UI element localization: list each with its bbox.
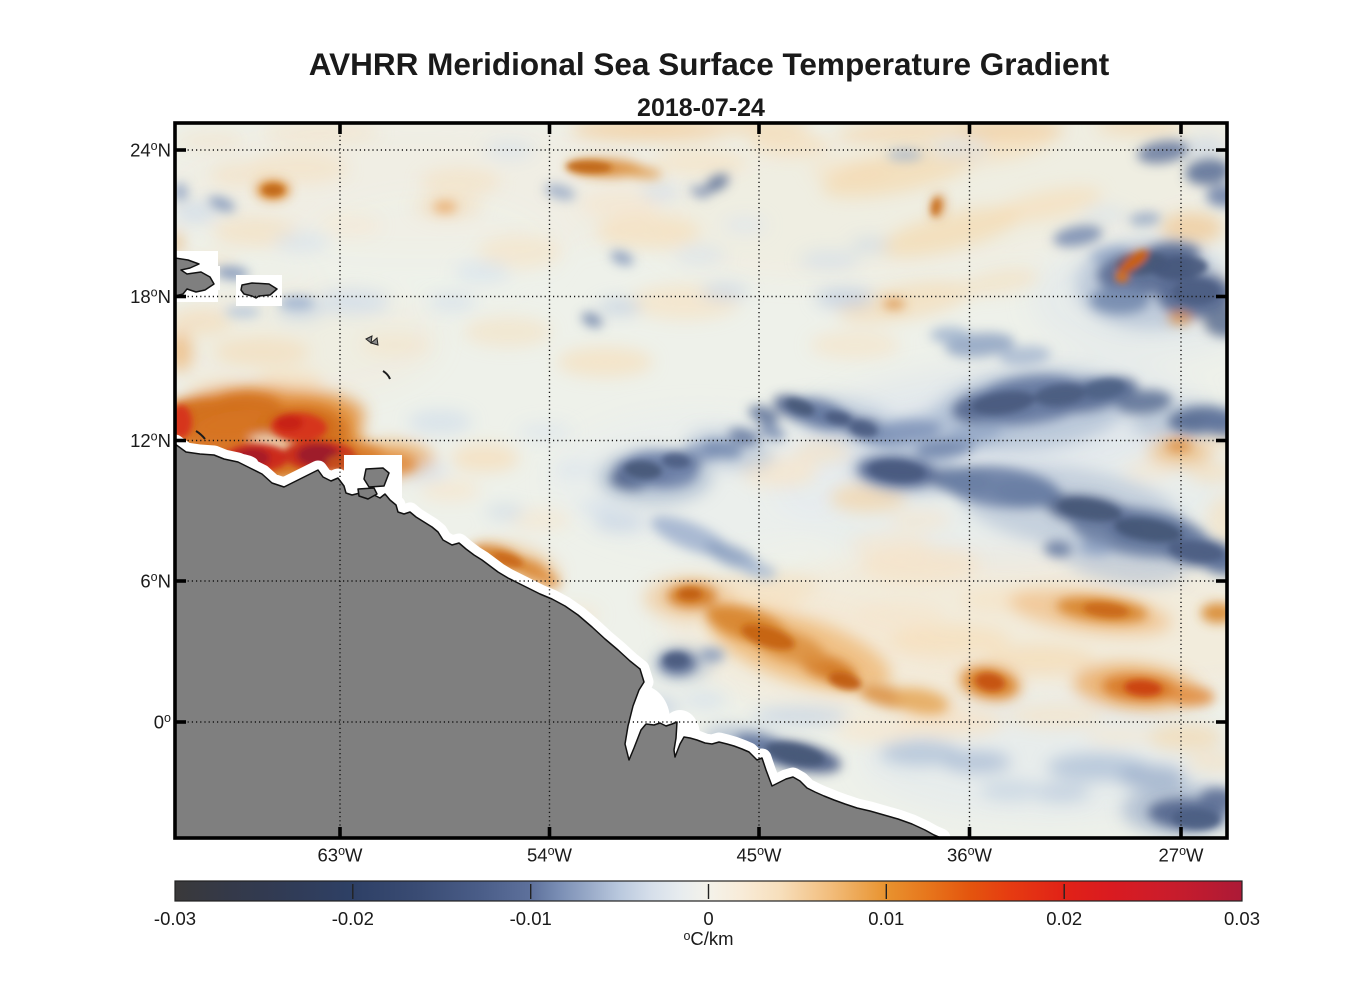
svg-text:54oW: 54oW <box>527 844 573 866</box>
svg-text:oC/km: oC/km <box>683 928 733 949</box>
svg-text:-0.02: -0.02 <box>332 908 374 929</box>
svg-text:-0.03: -0.03 <box>154 908 196 929</box>
svg-text:0: 0 <box>703 908 713 929</box>
svg-text:0o: 0o <box>154 711 171 733</box>
svg-text:63oW: 63oW <box>318 844 364 866</box>
svg-text:36oW: 36oW <box>947 844 993 866</box>
svg-text:45oW: 45oW <box>737 844 783 866</box>
svg-text:6oN: 6oN <box>140 570 171 592</box>
svg-text:12oN: 12oN <box>130 429 171 451</box>
svg-text:0.02: 0.02 <box>1046 908 1082 929</box>
svg-text:-0.01: -0.01 <box>510 908 552 929</box>
svg-text:24oN: 24oN <box>130 139 171 161</box>
svg-text:18oN: 18oN <box>130 285 171 307</box>
svg-text:27oW: 27oW <box>1159 844 1205 866</box>
svg-text:AVHRR Meridional Sea Surface T: AVHRR Meridional Sea Surface Temperature… <box>309 46 1110 82</box>
svg-text:2018-07-24: 2018-07-24 <box>637 94 765 122</box>
svg-text:0.01: 0.01 <box>868 908 904 929</box>
svg-text:0.03: 0.03 <box>1224 908 1260 929</box>
